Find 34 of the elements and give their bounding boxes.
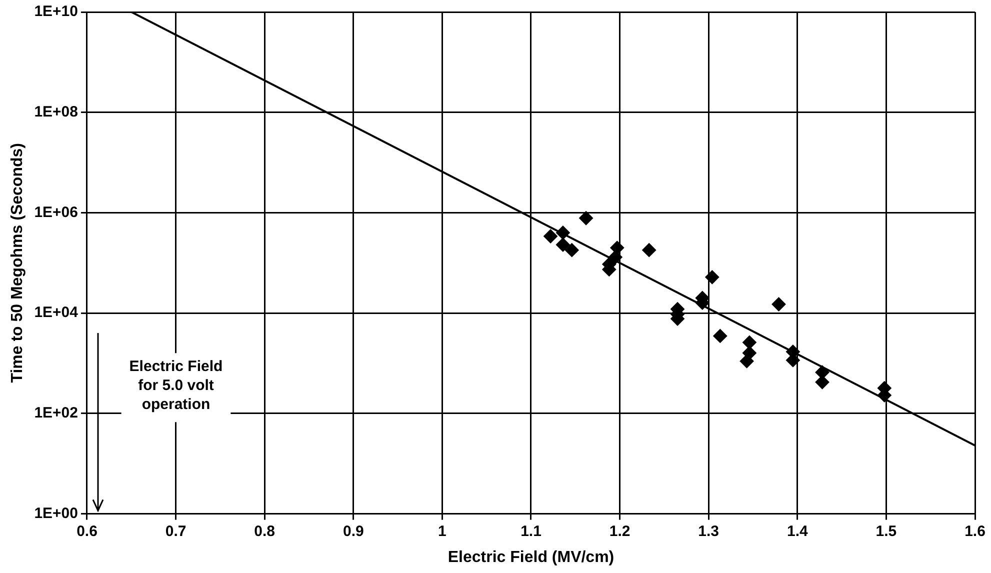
point (608, 250, 622, 264)
y-tick-label: 1E+04 (34, 304, 79, 322)
point (556, 238, 570, 252)
x-tick-label: 1.4 (786, 522, 808, 540)
y-tick-label: 1E+10 (34, 3, 78, 20)
x-tick-label: 1.5 (876, 522, 897, 540)
point (815, 375, 830, 390)
point (556, 226, 570, 240)
y-axis-title: Time to 50 Megohms (Seconds) (9, 143, 26, 383)
point (579, 211, 594, 226)
x-tick-label: 1.3 (698, 522, 720, 540)
point (713, 328, 728, 343)
x-tick-label: 0.9 (342, 522, 364, 540)
y-tick-label: 1E+02 (34, 404, 78, 422)
y-tick-label: 1E+00 (34, 504, 78, 522)
x-tick-label: 1.1 (520, 522, 542, 540)
x-tick-label: 0.8 (254, 522, 276, 540)
x-tick-label: 1.6 (964, 522, 986, 540)
point (740, 354, 754, 368)
y-tick-label: 1E+06 (34, 204, 78, 221)
x-axis-title: Electric Field (MV/cm) (448, 548, 614, 566)
annotation: Electric Field for 5.0 volt operation (129, 358, 223, 413)
x-tick-label: 0.7 (165, 522, 186, 540)
point (544, 229, 558, 244)
point (564, 243, 579, 258)
x-tick-label: 0.6 (76, 522, 98, 540)
y-tick-label: 1E+08 (34, 104, 78, 120)
point (772, 297, 786, 312)
x-tick-label: 1 (438, 522, 446, 540)
point (705, 270, 720, 284)
point (742, 335, 756, 350)
x-tick-label: 1.2 (609, 522, 630, 540)
point (815, 365, 830, 380)
point (642, 243, 656, 258)
